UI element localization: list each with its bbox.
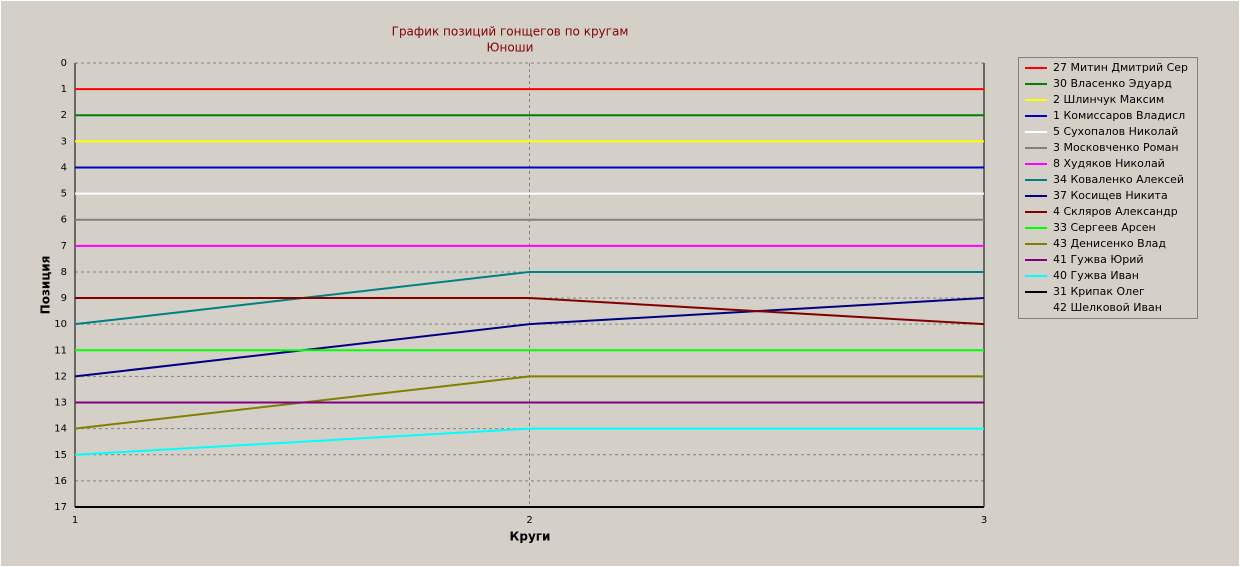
y-tick-label: 6: [61, 215, 67, 226]
y-tick-label: 2: [61, 110, 67, 121]
y-tick-label: 17: [54, 502, 67, 513]
y-tick-label: 1: [61, 84, 67, 95]
legend-label: 3 Московченко Роман: [1053, 141, 1179, 154]
x-tick-label: 3: [981, 515, 987, 526]
series-line: [74, 297, 985, 378]
legend-label: 2 Шлинчук Максим: [1053, 93, 1164, 106]
y-tick-label: 7: [61, 241, 67, 252]
legend-label: 43 Денисенко Влад: [1053, 237, 1166, 250]
series-line: [75, 297, 985, 326]
series-line: [74, 427, 984, 456]
y-tick-label: 15: [54, 450, 67, 461]
y-axis-label: Позиция: [39, 256, 53, 315]
y-tick-label: 14: [54, 424, 67, 435]
legend-label: 37 Косищев Никита: [1053, 189, 1168, 202]
legend-label: 5 Сухопалов Николай: [1053, 125, 1178, 138]
legend-label: 27 Митин Дмитрий Сер: [1053, 61, 1188, 74]
y-tick-label: 13: [54, 398, 67, 409]
legend-label: 42 Шелковой Иван: [1053, 301, 1162, 314]
legend-label: 1 Комиссаров Владисл: [1053, 109, 1185, 122]
legend-label: 34 Коваленко Алексей: [1053, 173, 1184, 186]
y-tick-label: 4: [61, 162, 67, 173]
series-line: [74, 375, 984, 430]
legend-box: [1018, 57, 1198, 319]
y-tick-label: 8: [61, 267, 67, 278]
y-tick-label: 10: [54, 319, 67, 330]
y-tick-label: 0: [61, 58, 67, 69]
legend-label: 33 Сергеев Арсен: [1053, 221, 1156, 234]
legend-label: 30 Власенко Эдуард: [1053, 77, 1172, 90]
legend-label: 31 Крипак Олег: [1053, 285, 1145, 298]
legend-label: 40 Гужва Иван: [1053, 269, 1139, 282]
chart-subtitle: Юноши: [487, 41, 534, 55]
series-line: [74, 270, 984, 326]
x-tick-label: 1: [72, 515, 78, 526]
chart-title: График позиций гонщегов по кругам: [392, 25, 629, 39]
x-tick-label: 2: [526, 515, 532, 526]
y-tick-label: 9: [61, 293, 67, 304]
legend-label: 4 Скляров Александр: [1053, 205, 1178, 218]
x-axis-label: Круги: [510, 530, 551, 544]
y-tick-label: 11: [54, 345, 67, 356]
y-tick-label: 5: [61, 189, 67, 200]
y-tick-label: 12: [54, 371, 67, 382]
legend-label: 8 Худяков Николай: [1053, 157, 1165, 170]
legend-label: 41 Гужва Юрий: [1053, 253, 1144, 266]
y-tick-label: 3: [61, 136, 67, 147]
y-tick-label: 16: [54, 476, 67, 487]
